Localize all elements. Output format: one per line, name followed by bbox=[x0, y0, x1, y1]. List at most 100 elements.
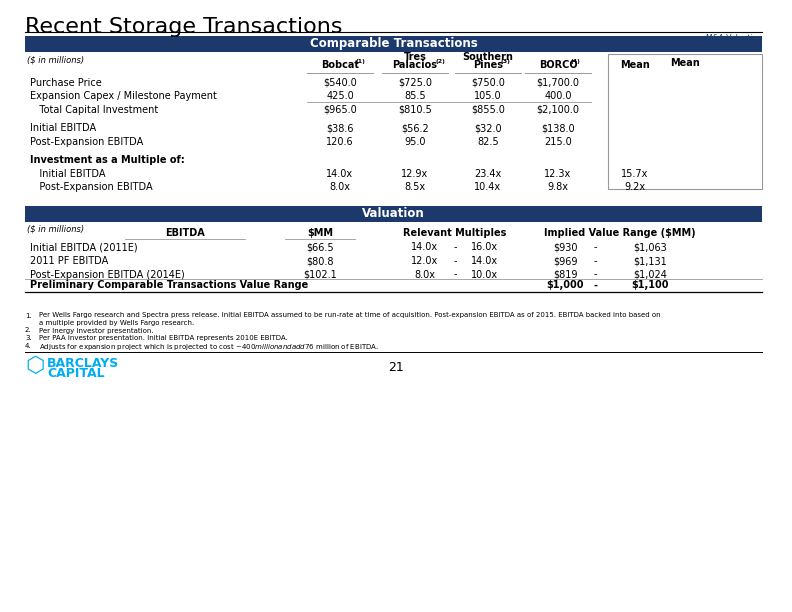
Text: (2): (2) bbox=[435, 59, 445, 64]
Text: -: - bbox=[453, 256, 457, 266]
Text: 9.2x: 9.2x bbox=[624, 182, 645, 192]
Text: CAPITAL: CAPITAL bbox=[47, 367, 105, 380]
Text: Per Inergy investor presentation.: Per Inergy investor presentation. bbox=[39, 327, 154, 334]
Text: ($ in millions): ($ in millions) bbox=[27, 55, 84, 64]
Text: 82.5: 82.5 bbox=[478, 136, 499, 147]
Text: Recent Storage Transactions: Recent Storage Transactions bbox=[25, 17, 342, 37]
Text: $969: $969 bbox=[553, 256, 577, 266]
Text: 21: 21 bbox=[388, 361, 404, 374]
Text: (1): (1) bbox=[355, 59, 365, 64]
Text: Per Wells Fargo research and Spectra press release. Initial EBITDA assumed to be: Per Wells Fargo research and Spectra pre… bbox=[39, 313, 661, 318]
Text: -: - bbox=[453, 269, 457, 280]
Text: a multiple provided by Wells Fargo research.: a multiple provided by Wells Fargo resea… bbox=[39, 320, 194, 326]
Text: $MM: $MM bbox=[307, 228, 333, 237]
Text: 12.0x: 12.0x bbox=[411, 256, 439, 266]
Text: Bobcat: Bobcat bbox=[321, 60, 359, 70]
Text: EBITDA: EBITDA bbox=[165, 228, 205, 237]
Text: 85.5: 85.5 bbox=[404, 91, 426, 101]
Text: $725.0: $725.0 bbox=[398, 78, 432, 88]
Text: 2.: 2. bbox=[25, 327, 32, 334]
Text: 23.4x: 23.4x bbox=[474, 169, 501, 179]
Text: Post-Expansion EBITDA: Post-Expansion EBITDA bbox=[30, 136, 143, 147]
Text: $1,700.0: $1,700.0 bbox=[536, 78, 580, 88]
Text: 14.0x: 14.0x bbox=[411, 242, 439, 253]
Text: 14.0x: 14.0x bbox=[471, 256, 498, 266]
Text: $1,131: $1,131 bbox=[633, 256, 667, 266]
Text: Implied Value Range ($MM): Implied Value Range ($MM) bbox=[544, 228, 696, 237]
Text: Southern: Southern bbox=[463, 52, 513, 62]
Text: Palacios: Palacios bbox=[393, 60, 437, 70]
Text: 120.6: 120.6 bbox=[326, 136, 354, 147]
Text: $38.6: $38.6 bbox=[326, 123, 354, 133]
Text: Initial EBITDA (2011E): Initial EBITDA (2011E) bbox=[30, 242, 138, 253]
Text: -: - bbox=[593, 269, 596, 280]
Text: 16.0x: 16.0x bbox=[471, 242, 498, 253]
Text: Mean: Mean bbox=[620, 60, 650, 70]
Text: 14.0x: 14.0x bbox=[326, 169, 353, 179]
Text: BORCO: BORCO bbox=[539, 60, 577, 70]
Text: Preliminary Comparable Transactions Value Range: Preliminary Comparable Transactions Valu… bbox=[30, 280, 308, 290]
Text: Post-Expansion EBITDA (2014E): Post-Expansion EBITDA (2014E) bbox=[30, 269, 185, 280]
Text: Pines: Pines bbox=[473, 60, 503, 70]
Text: $32.0: $32.0 bbox=[474, 123, 502, 133]
Text: $138.0: $138.0 bbox=[541, 123, 575, 133]
Text: -: - bbox=[593, 242, 596, 253]
Bar bbox=[608, 54, 762, 189]
Text: $930: $930 bbox=[553, 242, 577, 253]
Text: -: - bbox=[593, 256, 596, 266]
Text: Total Capital Investment: Total Capital Investment bbox=[30, 105, 158, 115]
Text: 10.4x: 10.4x bbox=[474, 182, 501, 192]
Text: 8.5x: 8.5x bbox=[405, 182, 425, 192]
Text: Relevant Multiples: Relevant Multiples bbox=[403, 228, 507, 237]
Text: Tres: Tres bbox=[404, 52, 426, 62]
Text: Valuation: Valuation bbox=[362, 207, 425, 220]
Text: 8.0x: 8.0x bbox=[414, 269, 436, 280]
Text: Post-Expansion EBITDA: Post-Expansion EBITDA bbox=[30, 182, 153, 192]
Text: 15.7x: 15.7x bbox=[621, 169, 649, 179]
Text: $1,063: $1,063 bbox=[633, 242, 667, 253]
Text: 10.0x: 10.0x bbox=[471, 269, 498, 280]
Text: (3): (3) bbox=[501, 59, 510, 64]
Text: 12.9x: 12.9x bbox=[402, 169, 428, 179]
Text: $540.0: $540.0 bbox=[323, 78, 357, 88]
Text: $66.5: $66.5 bbox=[307, 242, 333, 253]
Text: 12.3x: 12.3x bbox=[544, 169, 572, 179]
Text: $1,024: $1,024 bbox=[633, 269, 667, 280]
Text: (4): (4) bbox=[570, 59, 581, 64]
Bar bbox=[25, 36, 762, 52]
Text: 105.0: 105.0 bbox=[474, 91, 502, 101]
Text: ⬡: ⬡ bbox=[25, 356, 44, 376]
Text: Adjusts for expansion project which is projected to cost ~$400 million and add $: Adjusts for expansion project which is p… bbox=[39, 343, 379, 353]
Text: 1.: 1. bbox=[25, 313, 32, 318]
Text: 8.0x: 8.0x bbox=[329, 182, 351, 192]
Text: Comparable Transactions: Comparable Transactions bbox=[310, 37, 478, 51]
Bar bbox=[25, 206, 762, 222]
Text: $1,000: $1,000 bbox=[546, 280, 584, 290]
Text: Per PAA investor presentation. Initial EBITDA represents 2010E EBITDA.: Per PAA investor presentation. Initial E… bbox=[39, 335, 287, 341]
Text: Investment as a Multiple of:: Investment as a Multiple of: bbox=[30, 155, 185, 165]
Text: Mean: Mean bbox=[670, 59, 700, 69]
Text: $2,100.0: $2,100.0 bbox=[536, 105, 580, 115]
Text: BARCLAYS: BARCLAYS bbox=[47, 357, 120, 370]
Text: -: - bbox=[593, 280, 597, 290]
Text: $810.5: $810.5 bbox=[398, 105, 432, 115]
Text: $965.0: $965.0 bbox=[323, 105, 357, 115]
Text: Initial EBITDA: Initial EBITDA bbox=[30, 169, 105, 179]
Text: 95.0: 95.0 bbox=[404, 136, 426, 147]
Text: $80.8: $80.8 bbox=[307, 256, 333, 266]
Text: 425.0: 425.0 bbox=[326, 91, 354, 101]
Text: Initial EBITDA: Initial EBITDA bbox=[30, 123, 96, 133]
Text: 3.: 3. bbox=[25, 335, 32, 341]
Text: Purchase Price: Purchase Price bbox=[30, 78, 101, 88]
Text: $855.0: $855.0 bbox=[471, 105, 505, 115]
Text: $102.1: $102.1 bbox=[303, 269, 337, 280]
Text: M&A Valuation: M&A Valuation bbox=[706, 34, 762, 43]
Text: 400.0: 400.0 bbox=[544, 91, 572, 101]
Text: $819: $819 bbox=[553, 269, 577, 280]
Text: 9.8x: 9.8x bbox=[547, 182, 569, 192]
Text: 4.: 4. bbox=[25, 343, 32, 348]
Text: $1,100: $1,100 bbox=[631, 280, 668, 290]
Text: Expansion Capex / Milestone Payment: Expansion Capex / Milestone Payment bbox=[30, 91, 217, 101]
Text: 2011 PF EBITDA: 2011 PF EBITDA bbox=[30, 256, 109, 266]
Text: $750.0: $750.0 bbox=[471, 78, 505, 88]
